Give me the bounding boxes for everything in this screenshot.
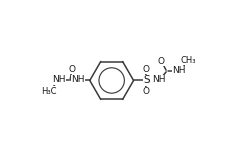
Text: NH: NH bbox=[152, 75, 165, 84]
Text: NH: NH bbox=[52, 75, 65, 84]
Text: CH₃: CH₃ bbox=[180, 56, 196, 65]
Text: NH: NH bbox=[172, 66, 186, 75]
Text: H₃C: H₃C bbox=[41, 87, 57, 96]
Text: O: O bbox=[69, 65, 76, 74]
Text: S: S bbox=[144, 75, 150, 86]
Text: O: O bbox=[142, 65, 149, 74]
Text: NH: NH bbox=[71, 75, 85, 84]
Text: O: O bbox=[157, 57, 164, 66]
Text: O: O bbox=[142, 87, 149, 96]
